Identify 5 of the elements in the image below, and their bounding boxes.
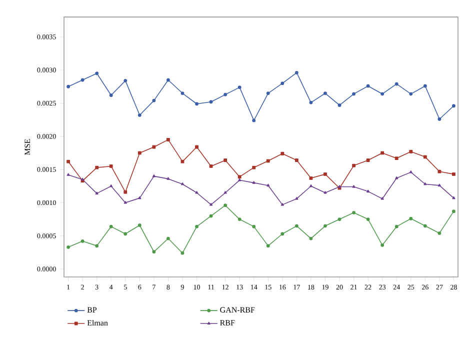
legend-label: Elman — [87, 320, 108, 326]
legend-label: RBF — [220, 320, 235, 326]
legend-label: GAN-RBF — [220, 307, 255, 313]
legend-label: BP — [87, 307, 97, 312]
y-axis-title: MSE — [24, 139, 30, 155]
